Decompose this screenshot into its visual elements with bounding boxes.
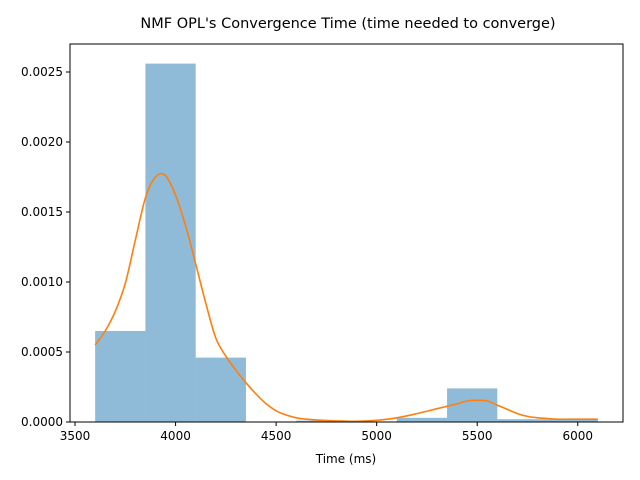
y-tick-label: 0.0005 xyxy=(21,345,63,359)
y-tick-label: 0.0025 xyxy=(21,65,63,79)
axes-frame xyxy=(69,43,624,423)
y-tick-label: 0.0015 xyxy=(21,205,63,219)
histogram-bar xyxy=(296,420,347,422)
x-tick-label: 4000 xyxy=(160,429,191,443)
y-tick-label: 0.0020 xyxy=(21,135,63,149)
x-tick-label: 3500 xyxy=(60,429,91,443)
x-axis: 3500 4000 4500 5000 5500 6000 xyxy=(60,422,593,443)
y-tick-label: 0.0010 xyxy=(21,275,63,289)
histogram-bar xyxy=(95,331,146,422)
histogram-bar xyxy=(195,357,246,422)
histogram-bar xyxy=(396,417,448,422)
x-tick-label: 4500 xyxy=(261,429,292,443)
x-tick-label: 5500 xyxy=(462,429,493,443)
histogram-bar xyxy=(145,63,196,422)
histogram-bar xyxy=(497,419,548,422)
y-tick-label: 0.0000 xyxy=(21,415,63,429)
x-tick-label: 5000 xyxy=(361,429,392,443)
x-axis-label: Time (ms) xyxy=(315,452,377,466)
kde-line xyxy=(94,172,598,423)
histogram-bar xyxy=(547,419,598,422)
y-axis: 0.0000 0.0005 0.0010 0.0015 0.0020 0.0025 xyxy=(21,65,70,429)
histogram-bar xyxy=(447,388,498,422)
x-tick-label: 6000 xyxy=(562,429,593,443)
histogram-bars xyxy=(95,63,598,422)
chart-title: NMF OPL's Convergence Time (time needed … xyxy=(140,16,555,32)
